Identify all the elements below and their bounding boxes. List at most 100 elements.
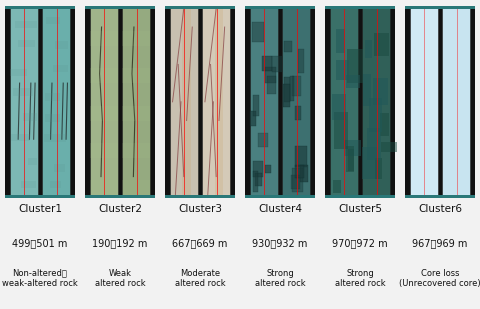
Text: ⑤: ⑤ (354, 0, 366, 2)
Bar (250, 8, 278, 195)
Bar (380, 113, 389, 136)
Text: Cluster5: Cluster5 (338, 204, 382, 214)
Bar (122, 8, 150, 195)
Text: ⑥: ⑥ (434, 0, 446, 2)
Bar (325, 6, 395, 9)
Bar (334, 112, 348, 149)
Bar (346, 75, 360, 88)
Bar (54, 164, 65, 171)
Bar (85, 6, 155, 198)
Bar (245, 6, 315, 9)
Bar (262, 56, 272, 71)
Text: Core loss
(Unrecovered core): Core loss (Unrecovered core) (399, 269, 480, 288)
Bar (251, 111, 256, 126)
Bar (122, 68, 150, 83)
Text: 967～969 m: 967～969 m (412, 238, 468, 248)
Text: 499～501 m: 499～501 m (12, 238, 68, 248)
Text: Cluster3: Cluster3 (178, 204, 222, 214)
Bar (283, 84, 290, 107)
Bar (285, 77, 290, 102)
Text: Non-altered～
weak-altered rock: Non-altered～ weak-altered rock (2, 269, 78, 288)
Bar (264, 67, 276, 83)
Bar (442, 8, 470, 195)
Text: Weak
altered rock: Weak altered rock (95, 269, 145, 288)
Bar (348, 49, 363, 83)
Bar (10, 8, 38, 195)
Bar (336, 60, 349, 80)
Bar (295, 146, 307, 167)
Text: ②: ② (114, 0, 126, 2)
Bar (253, 161, 263, 177)
Bar (28, 158, 37, 165)
Bar (300, 166, 308, 182)
Bar (292, 76, 301, 95)
Bar (267, 77, 276, 95)
Bar (42, 8, 70, 195)
Bar (122, 106, 150, 121)
Text: Cluster2: Cluster2 (98, 204, 142, 214)
Bar (18, 40, 35, 47)
Bar (90, 143, 118, 158)
Bar (325, 6, 395, 198)
Bar (55, 41, 68, 49)
Bar (405, 6, 475, 198)
Bar (336, 29, 345, 53)
Bar (325, 195, 395, 198)
Bar (299, 49, 304, 73)
Bar (345, 140, 360, 156)
Bar (45, 93, 60, 101)
Text: ④: ④ (274, 0, 286, 2)
Text: 667～669 m: 667～669 m (172, 238, 228, 248)
Bar (44, 134, 66, 142)
Bar (295, 165, 304, 178)
Bar (370, 98, 383, 132)
Bar (165, 6, 235, 9)
Text: Cluster6: Cluster6 (418, 204, 462, 214)
Bar (50, 180, 61, 188)
Bar (15, 21, 37, 28)
Bar (290, 76, 294, 101)
Bar (332, 94, 346, 120)
Bar (367, 128, 381, 160)
Text: Cluster4: Cluster4 (258, 204, 302, 214)
Text: Strong
altered rock: Strong altered rock (255, 269, 305, 288)
Bar (252, 22, 264, 42)
Bar (295, 106, 301, 120)
Bar (122, 143, 150, 158)
Bar (245, 6, 315, 198)
Bar (122, 180, 150, 195)
Bar (90, 68, 118, 83)
Bar (362, 147, 377, 179)
Bar (253, 171, 258, 192)
Bar (90, 31, 118, 46)
Bar (202, 8, 230, 195)
Bar (11, 134, 30, 142)
Bar (405, 195, 475, 198)
Bar (13, 88, 34, 96)
Bar (215, 8, 223, 195)
Text: 190～192 m: 190～192 m (92, 238, 148, 248)
Text: Moderate
altered rock: Moderate altered rock (175, 269, 225, 288)
Text: 970～972 m: 970～972 m (332, 238, 388, 248)
Bar (258, 133, 268, 147)
Bar (122, 31, 150, 46)
Bar (45, 114, 60, 122)
Bar (245, 195, 315, 198)
Bar (284, 40, 292, 52)
Bar (405, 6, 475, 9)
Bar (363, 74, 371, 106)
Bar (53, 65, 68, 72)
Bar (333, 180, 341, 193)
Bar (374, 158, 382, 180)
Bar (365, 40, 372, 57)
Bar (291, 175, 300, 189)
Bar (272, 56, 282, 72)
Bar (21, 180, 36, 188)
Text: ③: ③ (194, 0, 206, 2)
Bar (330, 8, 358, 195)
Bar (346, 146, 354, 172)
Bar (165, 195, 235, 198)
Bar (85, 6, 155, 9)
Bar (90, 180, 118, 195)
Bar (255, 173, 262, 186)
